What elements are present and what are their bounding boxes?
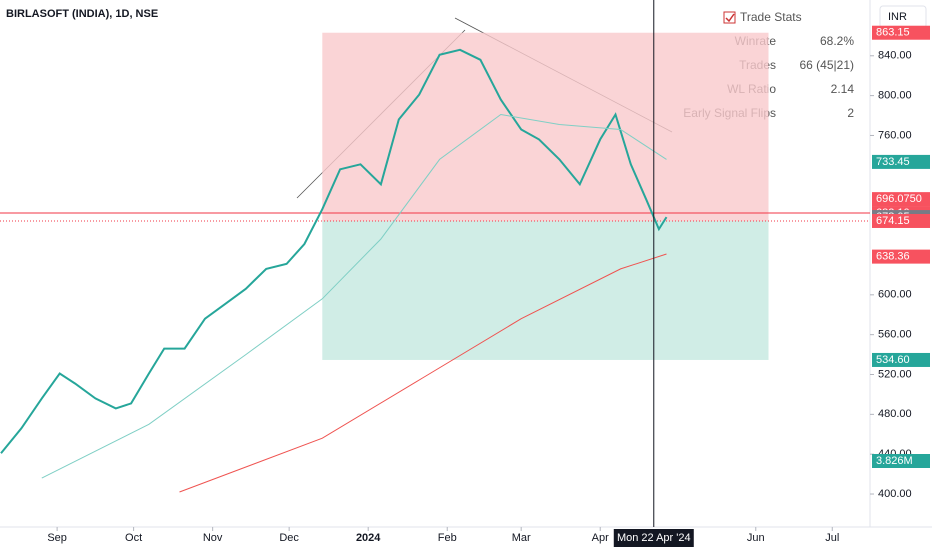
- y-tick-label: 600.00: [878, 289, 912, 301]
- currency: INR: [888, 11, 907, 23]
- stat-value: 2.14: [831, 82, 855, 96]
- price-label: 638.36: [876, 251, 910, 263]
- series-line: [179, 253, 667, 493]
- x-tick-label: Sep: [47, 532, 67, 544]
- zone: [322, 220, 769, 360]
- price-label-bg: [872, 25, 930, 40]
- x-tick-label: Oct: [125, 532, 142, 544]
- x-tick-label: Feb: [438, 532, 457, 544]
- stats-title: Trade Stats: [740, 10, 802, 24]
- stat-value: 2: [847, 106, 854, 120]
- y-tick-label: 560.00: [878, 329, 912, 341]
- price-label-bg: [872, 213, 930, 228]
- x-tick-label: Nov: [203, 532, 223, 544]
- price-label: 733.45: [876, 156, 910, 168]
- x-tick-label: 2024: [356, 532, 381, 544]
- volume-label-bg: [872, 454, 930, 468]
- y-tick-label: 760.00: [878, 129, 912, 141]
- price-label: 696.0750: [876, 193, 922, 205]
- checkbox[interactable]: [723, 11, 736, 24]
- y-tick-label: 840.00: [878, 50, 912, 62]
- series-line: [0, 48, 668, 454]
- x-tick-label: Mar: [512, 532, 531, 544]
- y-tick-label: 480.00: [878, 408, 912, 420]
- price-label: 674.15: [876, 215, 910, 227]
- volume-label: 3.826M: [876, 455, 913, 467]
- y-tick-label: 800.00: [878, 90, 912, 102]
- stat-value: 68.2%: [820, 34, 854, 48]
- series-line: [41, 113, 667, 479]
- symbol-title: BIRLASOFT (INDIA), 1D, NSE: [6, 8, 158, 20]
- stat-value: 66 (45|21): [800, 58, 855, 72]
- x-tick-label: Dec: [279, 532, 299, 544]
- x-tick-label: Jun: [747, 532, 765, 544]
- price-label-bg: [872, 154, 930, 169]
- y-tick-label: 520.00: [878, 368, 912, 380]
- price-label-bg: [872, 352, 930, 367]
- y-tick-label: 400.00: [878, 488, 912, 500]
- crosshair-label-bg: [613, 529, 694, 547]
- x-tick-label: Apr: [592, 532, 609, 544]
- crosshair-label: Mon 22 Apr '24: [617, 532, 691, 544]
- price-label: 534.60: [876, 354, 910, 366]
- price-label-bg: [872, 192, 930, 207]
- check: [725, 13, 735, 23]
- price-label: 863.15: [876, 27, 910, 39]
- zone: [322, 32, 769, 221]
- x-tick-label: Jul: [825, 532, 839, 544]
- price-label-bg: [872, 249, 930, 264]
